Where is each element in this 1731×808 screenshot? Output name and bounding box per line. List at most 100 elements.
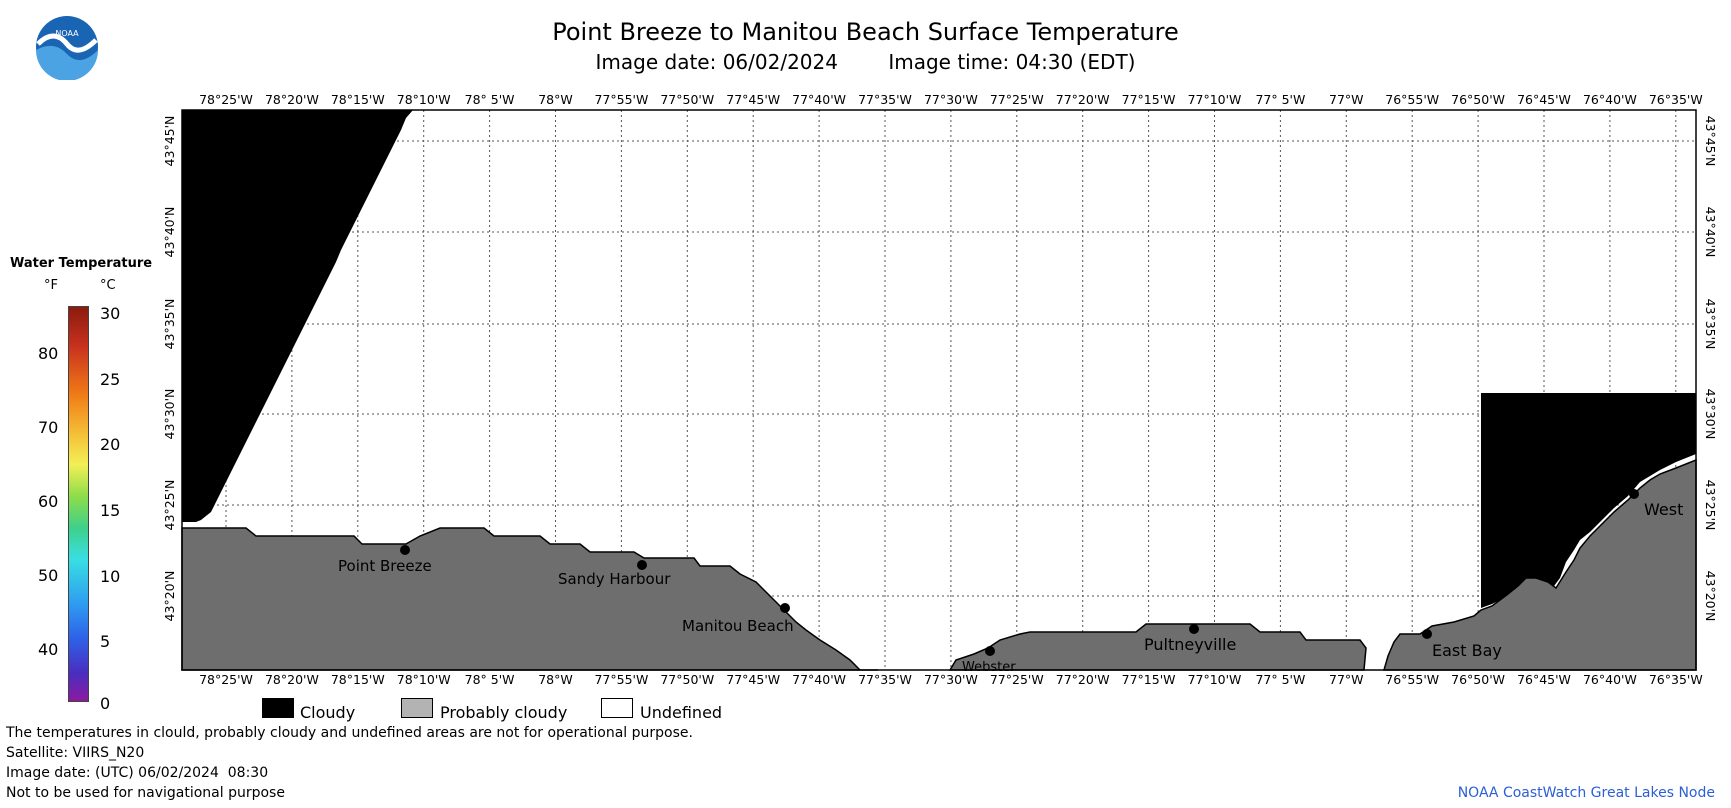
lon-label-bottom: 77°20'W [1056, 672, 1110, 687]
lon-label-top: 77°10'W [1188, 92, 1242, 107]
utc-date-text: Image date: (UTC) 06/02/2024 08:30 [6, 765, 269, 781]
image-datetime: Image date: 06/02/2024 Image time: 04:30… [0, 50, 1731, 74]
colorbar-title: Water Temperature [10, 256, 153, 271]
place-label-pultneyville: Pultneyville [1144, 635, 1236, 654]
lon-label-top: 76°35'W [1649, 92, 1703, 107]
lon-label-top: 77°35'W [858, 92, 912, 107]
probably-cloudy-middle [948, 623, 1367, 671]
probably-cloudy-east [1383, 458, 1697, 671]
unit-fahrenheit: °F [44, 278, 58, 293]
lon-label-bottom: 77°10'W [1188, 672, 1242, 687]
lon-label-top: 77°25'W [990, 92, 1044, 107]
lon-label-top: 77°55'W [594, 92, 648, 107]
f-tick: 40 [38, 640, 59, 659]
lon-label-bottom: 78°20'W [265, 672, 319, 687]
place-label-manitou-beach: Manitou Beach [682, 617, 794, 635]
legend-swatch-cloudy [262, 698, 294, 718]
place-marker-webster [985, 646, 995, 656]
legend-label-cloudy: Cloudy [300, 703, 356, 722]
lat-label-left: 43°20'N [162, 571, 177, 622]
lon-label-bottom: 78°25'W [199, 672, 253, 687]
lon-label-bottom: 76°55'W [1385, 672, 1439, 687]
place-marker-west [1629, 489, 1639, 499]
lon-label-bottom: 76°50'W [1451, 672, 1505, 687]
c-tick: 0 [100, 694, 111, 713]
legend-label-undefined: Undefined [640, 703, 723, 722]
lon-label-top: 78°10'W [397, 92, 451, 107]
lon-label-bottom: 76°40'W [1583, 672, 1637, 687]
lon-label-top: 77°50'W [660, 92, 714, 107]
unit-celsius: °C [100, 278, 116, 293]
lon-label-top: 78°25'W [199, 92, 253, 107]
c-tick: 5 [100, 632, 111, 651]
lon-label-top: 78°20'W [265, 92, 319, 107]
lon-label-bottom: 76°45'W [1517, 672, 1571, 687]
lon-label-bottom: 77°45'W [726, 672, 780, 687]
place-marker-manitou-beach [780, 603, 790, 613]
disclaimer-text: The temperatures in clould, probably clo… [6, 725, 693, 741]
lon-label-bottom: 78° 5'W [465, 672, 515, 687]
place-marker-sandy-harbour [637, 560, 647, 570]
navigation-warning: Not to be used for navigational purpose [6, 785, 285, 801]
place-label-east-bay: East Bay [1432, 641, 1502, 660]
image-time: Image time: 04:30 (EDT) [888, 50, 1136, 74]
lon-label-top: 77°30'W [924, 92, 978, 107]
place-label-webster: Webster [962, 660, 1016, 675]
cloud-region-northeast [1481, 393, 1696, 608]
lon-label-top: 77°40'W [792, 92, 846, 107]
legend-label-probably-cloudy: Probably cloudy [440, 703, 568, 722]
place-marker-point-breeze [400, 545, 410, 555]
lon-label-top: 78°W [538, 92, 573, 107]
c-tick: 20 [100, 435, 121, 454]
noaa-logo: NOAA [34, 14, 100, 81]
lat-label-right: 43°40'N [1703, 207, 1718, 258]
lat-label-right: 43°30'N [1703, 389, 1718, 440]
lon-label-top: 76°45'W [1517, 92, 1571, 107]
lon-label-bottom: 78°W [538, 672, 573, 687]
lon-label-top: 78° 5'W [465, 92, 515, 107]
lat-label-right: 43°45'N [1703, 116, 1718, 167]
lon-label-top: 77°15'W [1122, 92, 1176, 107]
colorbar [68, 306, 89, 702]
place-marker-east-bay [1422, 629, 1432, 639]
lon-label-bottom: 77°15'W [1122, 672, 1176, 687]
credit-link[interactable]: NOAA CoastWatch Great Lakes Node [1457, 785, 1715, 801]
lon-label-bottom: 77°25'W [990, 672, 1044, 687]
lat-label-left: 43°30'N [162, 389, 177, 440]
place-marker-pultneyville [1189, 624, 1199, 634]
lon-label-top: 76°50'W [1451, 92, 1505, 107]
lat-label-right: 43°20'N [1703, 571, 1718, 622]
lon-label-bottom: 77° 5'W [1255, 672, 1305, 687]
lon-label-bottom: 77°35'W [858, 672, 912, 687]
lon-label-top: 78°15'W [331, 92, 385, 107]
lat-label-left: 43°40'N [162, 207, 177, 258]
place-label-west: West [1644, 500, 1683, 519]
satellite-text: Satellite: VIIRS_N20 [6, 745, 145, 761]
lat-label-left: 43°25'N [162, 480, 177, 531]
lon-label-bottom: 76°35'W [1649, 672, 1703, 687]
c-tick: 15 [100, 501, 121, 520]
c-tick: 25 [100, 370, 121, 389]
f-tick: 70 [38, 418, 59, 437]
lon-label-bottom: 77°55'W [594, 672, 648, 687]
lat-label-left: 43°35'N [162, 299, 177, 350]
lon-label-top: 77° 5'W [1255, 92, 1305, 107]
c-tick: 10 [100, 567, 121, 586]
logo-text: NOAA [55, 29, 79, 38]
lon-label-bottom: 77°W [1329, 672, 1364, 687]
f-tick: 50 [38, 566, 59, 585]
f-tick: 60 [38, 492, 59, 511]
image-date: Image date: 06/02/2024 [595, 50, 838, 74]
legend-swatch-probably-cloudy [401, 698, 433, 718]
probably-cloudy-west [181, 527, 878, 671]
lat-label-left: 43°45'N [162, 116, 177, 167]
lon-label-top: 77°W [1329, 92, 1364, 107]
lon-label-bottom: 78°15'W [331, 672, 385, 687]
c-tick: 30 [100, 304, 121, 323]
page-title: Point Breeze to Manitou Beach Surface Te… [552, 18, 1179, 46]
map-frame [181, 109, 1697, 671]
lon-label-bottom: 77°30'W [924, 672, 978, 687]
lon-label-bottom: 77°50'W [660, 672, 714, 687]
place-label-point-breeze: Point Breeze [338, 557, 432, 575]
